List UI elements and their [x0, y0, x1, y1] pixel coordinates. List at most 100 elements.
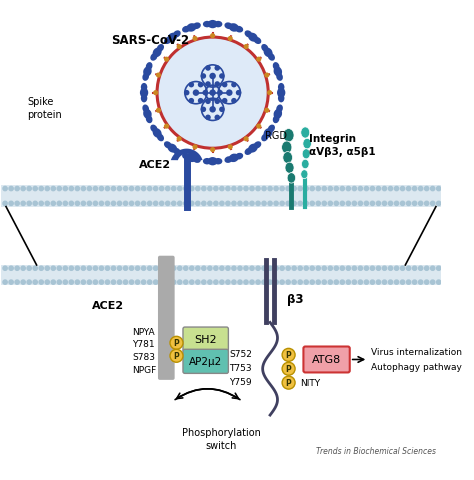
Circle shape: [196, 187, 200, 191]
Circle shape: [310, 202, 314, 206]
Circle shape: [93, 266, 98, 271]
Circle shape: [45, 266, 49, 271]
Circle shape: [39, 187, 43, 191]
Circle shape: [232, 187, 236, 191]
Circle shape: [322, 266, 327, 271]
Circle shape: [220, 202, 224, 206]
Circle shape: [51, 266, 55, 271]
Circle shape: [100, 187, 104, 191]
Ellipse shape: [224, 24, 233, 30]
Circle shape: [365, 187, 369, 191]
Text: Virus internalization: Virus internalization: [371, 347, 462, 356]
Circle shape: [93, 202, 98, 206]
Circle shape: [328, 280, 332, 285]
Circle shape: [383, 187, 387, 191]
Circle shape: [15, 187, 19, 191]
Text: ACE2: ACE2: [92, 300, 124, 310]
Circle shape: [170, 336, 183, 349]
Circle shape: [286, 202, 290, 206]
Circle shape: [147, 202, 152, 206]
Circle shape: [425, 280, 429, 285]
Text: ACE2: ACE2: [138, 159, 171, 169]
Text: NITY: NITY: [300, 379, 320, 388]
Circle shape: [238, 266, 242, 271]
Ellipse shape: [167, 34, 177, 43]
Circle shape: [105, 266, 109, 271]
Circle shape: [226, 202, 230, 206]
Circle shape: [383, 280, 387, 285]
Circle shape: [388, 280, 392, 285]
Circle shape: [358, 187, 363, 191]
Circle shape: [210, 107, 216, 113]
Circle shape: [412, 280, 417, 285]
Circle shape: [430, 187, 435, 191]
Circle shape: [208, 202, 212, 206]
Circle shape: [265, 109, 269, 113]
Circle shape: [419, 202, 423, 206]
Ellipse shape: [229, 24, 239, 33]
Circle shape: [214, 99, 220, 105]
Circle shape: [304, 266, 308, 271]
Ellipse shape: [254, 38, 261, 45]
Circle shape: [141, 202, 146, 206]
Circle shape: [51, 202, 55, 206]
Circle shape: [346, 266, 350, 271]
Circle shape: [282, 376, 295, 389]
Circle shape: [286, 187, 290, 191]
FancyBboxPatch shape: [158, 256, 174, 380]
Circle shape: [430, 266, 435, 271]
Ellipse shape: [268, 125, 275, 133]
Ellipse shape: [273, 67, 282, 77]
Circle shape: [316, 187, 320, 191]
Circle shape: [27, 187, 31, 191]
Circle shape: [340, 202, 345, 206]
Circle shape: [178, 187, 182, 191]
Text: Spike
protein: Spike protein: [27, 97, 62, 120]
Circle shape: [316, 280, 320, 285]
Circle shape: [198, 99, 203, 104]
Circle shape: [292, 202, 296, 206]
Circle shape: [250, 202, 254, 206]
Circle shape: [340, 266, 345, 271]
Ellipse shape: [167, 144, 177, 153]
Circle shape: [141, 266, 146, 271]
Circle shape: [183, 187, 188, 191]
Circle shape: [170, 349, 183, 362]
Circle shape: [100, 202, 104, 206]
Circle shape: [310, 266, 314, 271]
Circle shape: [388, 187, 392, 191]
Circle shape: [123, 280, 128, 285]
Circle shape: [322, 280, 327, 285]
Circle shape: [298, 280, 302, 285]
Ellipse shape: [248, 144, 258, 153]
Ellipse shape: [301, 160, 309, 169]
Circle shape: [370, 280, 374, 285]
Circle shape: [370, 266, 374, 271]
Circle shape: [172, 266, 176, 271]
Text: S783: S783: [132, 352, 155, 361]
Circle shape: [419, 266, 423, 271]
Circle shape: [172, 202, 176, 206]
Circle shape: [220, 187, 224, 191]
Circle shape: [193, 146, 197, 149]
Ellipse shape: [248, 34, 258, 43]
Circle shape: [202, 266, 206, 271]
Circle shape: [394, 266, 399, 271]
Ellipse shape: [224, 157, 233, 164]
Circle shape: [238, 202, 242, 206]
Ellipse shape: [276, 73, 283, 82]
Ellipse shape: [303, 139, 311, 150]
Circle shape: [358, 202, 363, 206]
Circle shape: [304, 187, 308, 191]
Circle shape: [376, 187, 381, 191]
Circle shape: [376, 280, 381, 285]
Text: T753: T753: [229, 363, 252, 372]
Circle shape: [202, 187, 206, 191]
Circle shape: [231, 99, 237, 104]
Ellipse shape: [142, 73, 149, 82]
Circle shape: [136, 202, 140, 206]
Circle shape: [298, 187, 302, 191]
Circle shape: [268, 92, 272, 96]
Ellipse shape: [164, 38, 172, 45]
Circle shape: [45, 280, 49, 285]
